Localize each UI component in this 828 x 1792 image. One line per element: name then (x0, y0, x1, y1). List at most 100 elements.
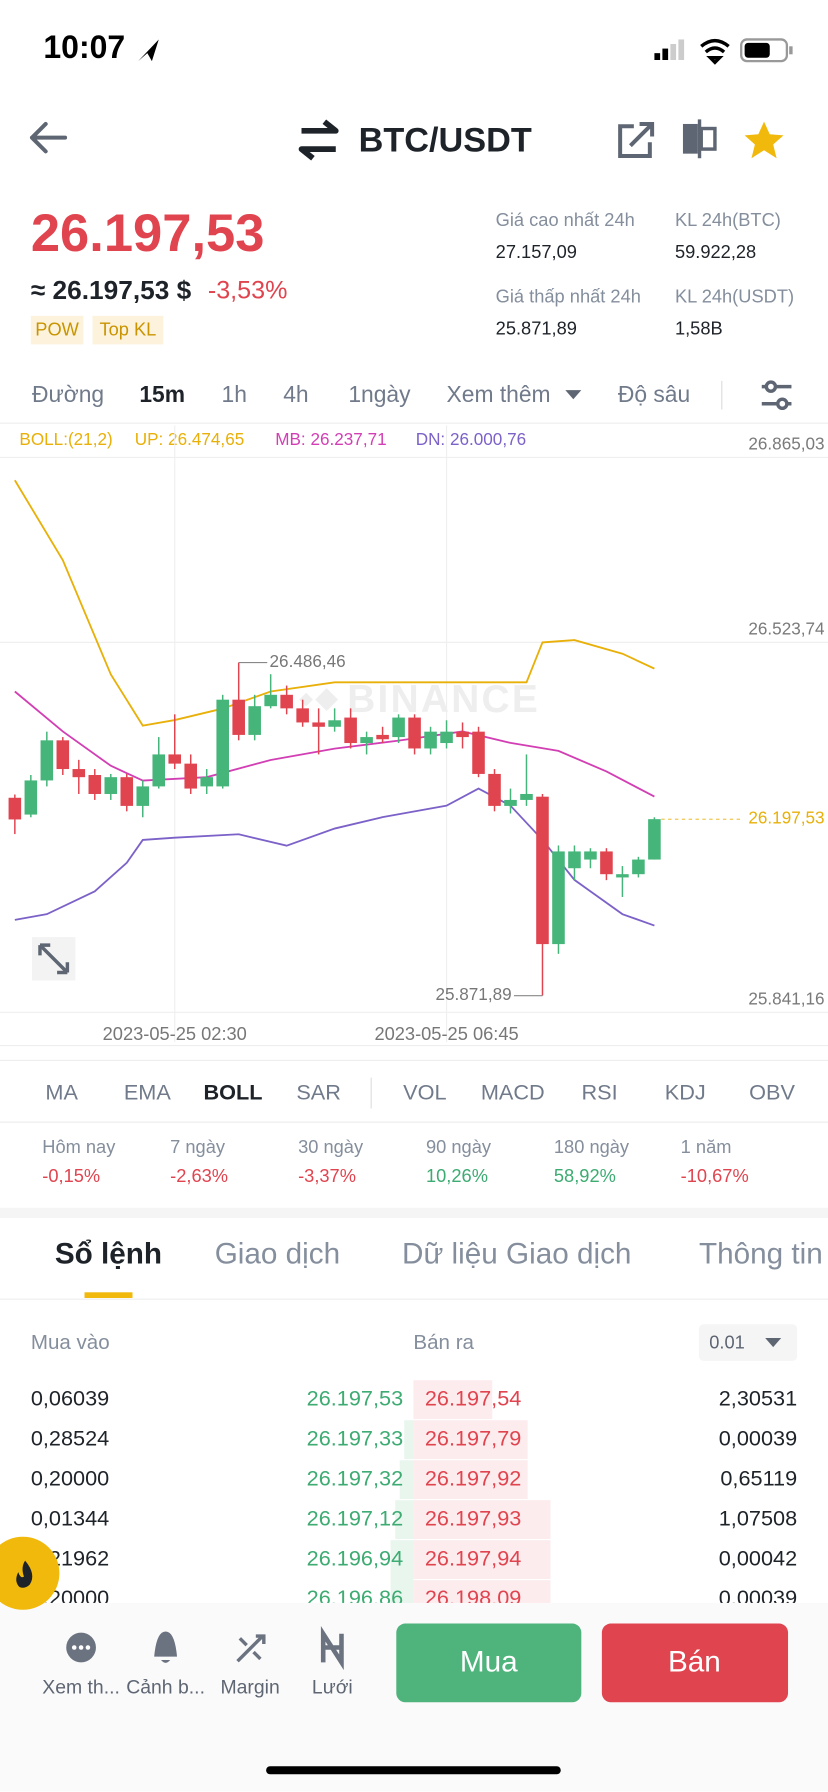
candle-body (120, 777, 134, 806)
section-tab[interactable]: Thông tin (699, 1238, 823, 1271)
section-tab[interactable]: Giao dịch (215, 1238, 340, 1271)
period-change: -2,63% (170, 1165, 228, 1186)
margin-icon (236, 1634, 266, 1663)
bollinger-line (14, 690, 655, 798)
candle-body (584, 851, 597, 860)
more-icon (66, 1632, 96, 1663)
max-label: 26.486,46 (270, 651, 346, 671)
period-label: Hôm nay (42, 1136, 116, 1157)
period-change: 58,92% (554, 1165, 616, 1186)
sell-button[interactable] (601, 1623, 789, 1703)
status-time: 10:07 (43, 29, 125, 65)
candle-body (504, 799, 517, 806)
swap-icon[interactable] (298, 119, 339, 161)
sell-label[interactable]: Bán (668, 1645, 721, 1678)
period-change: 10,26% (426, 1165, 488, 1186)
bid-quantity: 0,01344 (31, 1505, 109, 1530)
bid-price: 26.197,32 (307, 1465, 403, 1490)
interval-tab[interactable]: 15m (139, 381, 185, 407)
x-tick-label: 2023-05-25 02:30 (103, 1023, 247, 1044)
interval-tab[interactable]: Độ sâu (618, 381, 690, 407)
candle-body (456, 731, 469, 738)
section-tab[interactable]: Dữ liệu Giao dịch (402, 1238, 631, 1271)
candle-body (472, 731, 485, 774)
ask-price: 26.197,93 (425, 1505, 521, 1530)
tab-indicator (84, 1292, 133, 1299)
precision-value[interactable]: 0.01 (709, 1332, 745, 1353)
nav-item[interactable]: Xem th... (42, 1677, 120, 1699)
candle-body (24, 780, 38, 815)
interval-tab[interactable]: Xem thêm (447, 381, 551, 407)
alert-icon (154, 1631, 178, 1663)
indicator-tab[interactable]: MA (45, 1079, 78, 1104)
buy-button[interactable] (396, 1623, 582, 1703)
share-button[interactable] (618, 121, 655, 158)
candle-body (552, 851, 565, 945)
settings-button[interactable] (761, 380, 792, 411)
indicator-legend: DN: 26.000,76 (416, 429, 526, 449)
last-price-box (740, 807, 828, 831)
ask-quantity: 0,65119 (720, 1465, 797, 1490)
dropdown-arrow (765, 1337, 782, 1348)
floating-button[interactable] (0, 1536, 60, 1610)
watermark-logo (299, 688, 339, 711)
candle-body (344, 717, 357, 744)
ask-header: Bán ra (413, 1331, 474, 1354)
pair-title[interactable]: BTC/USDT (359, 121, 532, 159)
stat-label: Giá cao nhất 24h (496, 209, 635, 230)
candle-body (200, 777, 213, 787)
indicator-tab[interactable]: KDJ (665, 1079, 706, 1104)
indicator-tab[interactable]: SAR (296, 1079, 341, 1104)
bid-quantity: 0,28524 (31, 1425, 109, 1450)
approx-price: ≈ 26.197,53 $ (31, 275, 192, 305)
indicator-tab[interactable]: BOLL (203, 1079, 262, 1104)
candle-body (376, 734, 389, 740)
candle-body (568, 851, 581, 869)
bid-price: 26.197,33 (307, 1425, 403, 1450)
candle-body (600, 851, 613, 875)
indicator-tab[interactable]: RSI (582, 1079, 618, 1104)
indicator-legend: MB: 26.237,71 (275, 429, 386, 449)
split-button[interactable] (682, 119, 717, 159)
buy-label[interactable]: Mua (460, 1645, 518, 1678)
indicator-legend: UP: 26.474,65 (135, 429, 245, 449)
tag[interactable]: Top KL (99, 319, 156, 340)
indicator-tab[interactable]: EMA (124, 1079, 172, 1104)
section-gap (0, 1207, 828, 1219)
nav-item[interactable]: Lưới (312, 1677, 353, 1699)
location-icon (138, 39, 159, 62)
section-tab[interactable]: Sổ lệnh (55, 1238, 162, 1271)
candlestick-chart: BOLL:(21,2) UP: 26.474,65 MB: 26.237,71 DN:… (0, 425, 828, 1044)
candle-body (232, 699, 245, 735)
candle-body (424, 731, 437, 749)
candle-body (152, 754, 166, 787)
nav-item[interactable]: Cảnh b... (126, 1677, 205, 1699)
precision-select[interactable] (698, 1324, 798, 1361)
tag[interactable]: POW (35, 319, 79, 340)
interval-tab[interactable]: Đường (32, 381, 104, 407)
expand-button[interactable] (31, 937, 76, 981)
ask-price: 26.197,92 (425, 1465, 521, 1490)
nav-item[interactable]: Margin (220, 1677, 279, 1699)
period-change: -10,67% (681, 1165, 749, 1186)
candle-body (104, 777, 118, 794)
interval-tab[interactable]: 4h (283, 381, 308, 407)
indicator-tab[interactable]: MACD (481, 1079, 545, 1104)
candle-body (8, 797, 22, 820)
indicator-tab[interactable]: VOL (403, 1079, 446, 1104)
tag-bg (30, 315, 84, 345)
interval-tab[interactable]: 1ngày (348, 381, 411, 407)
indicator-tab[interactable]: OBV (749, 1079, 795, 1104)
back-button[interactable] (29, 121, 68, 154)
bid-quantity: 0,20000 (31, 1465, 109, 1490)
y-tick-label: 26.523,74 (748, 618, 825, 638)
ask-price: 26.197,79 (425, 1425, 521, 1450)
favorite-button[interactable] (744, 121, 784, 159)
candle-body (520, 793, 533, 800)
x-tick-label: 2023-05-25 06:45 (374, 1023, 518, 1044)
candle-body (280, 694, 293, 709)
interval-tab[interactable]: 1h (222, 381, 247, 407)
period-label: 1 năm (681, 1136, 732, 1157)
